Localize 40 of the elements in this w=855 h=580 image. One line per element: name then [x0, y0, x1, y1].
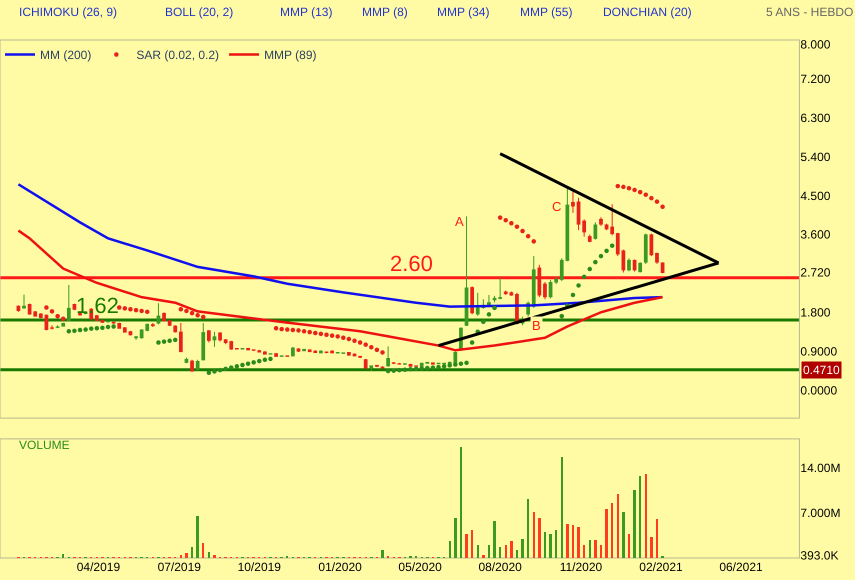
- x-tick-label: 05/2020: [398, 560, 442, 574]
- ref-line-label: 1.62: [76, 293, 119, 318]
- x-tick-label: 01/2020: [318, 560, 362, 574]
- x-tick-label: 02/2021: [639, 560, 683, 574]
- y-tick-label: 7.000M: [800, 506, 840, 520]
- legend-label: SAR (0.02, 0.2): [136, 48, 220, 62]
- y-tick-label: 5.400: [800, 150, 831, 164]
- y-tick-label: 4.500: [800, 188, 831, 203]
- text: MMP (13): [280, 5, 332, 19]
- y-tick-label: 7.200: [800, 72, 831, 86]
- text: BOLL (20, 2): [165, 5, 234, 19]
- y-tick-label: 393.0K: [800, 548, 838, 563]
- y-tick-label: 8.000: [800, 38, 831, 52]
- chart-title: VOLUME: [19, 438, 70, 452]
- legend-label: MMP (89): [264, 48, 317, 62]
- annotation: A: [455, 214, 464, 229]
- y-tick-label: 2.720: [800, 266, 831, 280]
- x-tick-label: 07/2019: [158, 560, 202, 574]
- x-tick-label: 04/2019: [76, 560, 120, 574]
- x-tick-label: 06/2021: [719, 560, 764, 574]
- y-tick-label: 0.0000: [800, 383, 838, 398]
- annotation: B: [532, 318, 541, 333]
- y-tick-label: 6.300: [800, 110, 831, 125]
- x-tick-label: 11/2020: [560, 560, 603, 574]
- text: ICHIMOKU (26, 9): [19, 5, 118, 19]
- chart-subtitle: 5 ANS - HEBDO: [766, 5, 854, 19]
- y-tick-label: 0.9000: [800, 344, 838, 358]
- annotation: C: [552, 199, 562, 214]
- y-tick-label: 14.00M: [800, 461, 840, 476]
- y-tick-label: 1.800: [800, 305, 831, 320]
- text: MMP (55): [520, 5, 572, 19]
- text: MMP (8): [362, 5, 408, 19]
- legend-label: MM (200): [40, 48, 92, 62]
- x-tick-label: 10/2019: [238, 560, 282, 574]
- ref-line-label: 2.60: [390, 251, 433, 276]
- x-tick-label: 08/2020: [478, 560, 522, 574]
- text: MMP (34): [437, 5, 490, 19]
- y-tick-label: 3.600: [800, 228, 831, 242]
- text: DONCHIAN (20): [603, 5, 692, 19]
- ref-line-label: 0.4710: [803, 363, 840, 377]
